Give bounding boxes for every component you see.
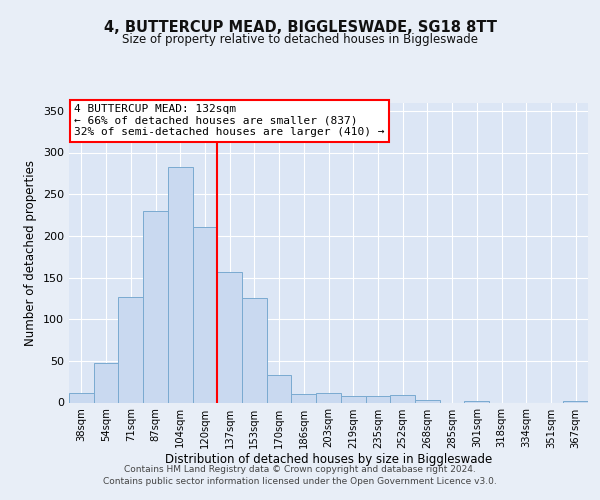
Bar [341, 396, 365, 402]
Text: Contains public sector information licensed under the Open Government Licence v3: Contains public sector information licen… [103, 476, 497, 486]
Bar [563, 401, 588, 402]
Bar [69, 394, 94, 402]
Bar [415, 400, 440, 402]
Text: Contains HM Land Registry data © Crown copyright and database right 2024.: Contains HM Land Registry data © Crown c… [124, 466, 476, 474]
Bar [365, 396, 390, 402]
Text: Size of property relative to detached houses in Biggleswade: Size of property relative to detached ho… [122, 34, 478, 46]
X-axis label: Distribution of detached houses by size in Biggleswade: Distribution of detached houses by size … [165, 454, 492, 466]
Bar [143, 211, 168, 402]
Bar [292, 394, 316, 402]
Bar [242, 298, 267, 403]
Bar [316, 394, 341, 402]
Bar [390, 395, 415, 402]
Bar [193, 226, 217, 402]
Bar [118, 296, 143, 403]
Y-axis label: Number of detached properties: Number of detached properties [25, 160, 37, 346]
Bar [217, 272, 242, 402]
Bar [94, 364, 118, 403]
Bar [464, 401, 489, 402]
Text: 4 BUTTERCUP MEAD: 132sqm
← 66% of detached houses are smaller (837)
32% of semi-: 4 BUTTERCUP MEAD: 132sqm ← 66% of detach… [74, 104, 385, 137]
Bar [267, 375, 292, 402]
Bar [168, 166, 193, 402]
Text: 4, BUTTERCUP MEAD, BIGGLESWADE, SG18 8TT: 4, BUTTERCUP MEAD, BIGGLESWADE, SG18 8TT [104, 20, 497, 35]
